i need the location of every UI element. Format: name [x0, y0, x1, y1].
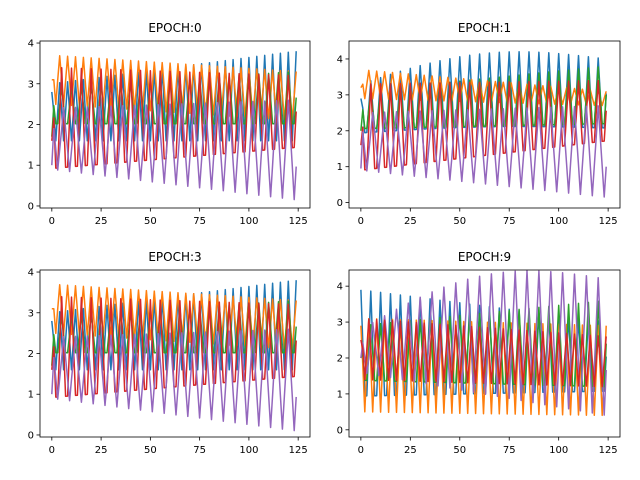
series-group — [51, 51, 297, 201]
x-tick-label: 25 — [404, 445, 417, 456]
series-line-1 — [51, 284, 297, 350]
x-tick-label: 25 — [95, 216, 108, 227]
series-group — [360, 51, 607, 198]
x-tick-label: 50 — [453, 216, 466, 227]
x-tick-label: 125 — [289, 445, 308, 456]
x-tick-label: 75 — [193, 216, 206, 227]
subplot-title: EPOCH:1 — [458, 21, 511, 35]
axes-frame — [348, 269, 621, 438]
series-line-4 — [51, 328, 297, 432]
x-tick-label: 100 — [239, 445, 258, 456]
y-tick-label: 2 — [337, 353, 343, 364]
series-line-4 — [51, 99, 297, 201]
x-tick-label: 75 — [193, 445, 206, 456]
x-tick-label: 125 — [599, 216, 618, 227]
y-tick-label: 3 — [28, 308, 34, 319]
series-line-3 — [360, 270, 607, 416]
y-tick-label: 3 — [337, 318, 343, 329]
x-tick-label: 100 — [549, 445, 568, 456]
x-tick-label: 25 — [404, 216, 417, 227]
x-tick-label: 0 — [358, 216, 364, 227]
y-tick-label: 1 — [337, 389, 343, 400]
subplot-epoch-0: EPOCH:0 0 25 50 75 100 125 0 1 2 3 4 — [28, 21, 311, 227]
series-line-4 — [360, 105, 607, 198]
series-group — [51, 280, 297, 432]
subplot-title: EPOCH:0 — [148, 21, 201, 35]
x-tick-label: 50 — [144, 216, 157, 227]
y-tick-label: 0 — [28, 430, 34, 441]
y-tick-label: 2 — [337, 126, 343, 137]
y-tick-label: 1 — [337, 162, 343, 173]
series-group — [360, 270, 607, 417]
subplot-epoch-1: EPOCH:1 0 25 50 75 100 125 0 1 2 3 4 — [337, 21, 621, 227]
y-tick-label: 1 — [28, 161, 34, 172]
x-tick-label: 50 — [453, 445, 466, 456]
x-tick-label: 100 — [549, 216, 568, 227]
subplot-title: EPOCH:9 — [458, 250, 511, 264]
y-tick-label: 2 — [28, 349, 34, 360]
series-line-1 — [51, 55, 297, 121]
subplot-epoch-9: EPOCH:9 0 25 50 75 100 125 0 1 2 3 4 — [337, 250, 621, 456]
y-tick-label: 2 — [28, 120, 34, 131]
series-line-4 — [360, 318, 607, 388]
y-tick-label: 4 — [28, 39, 34, 50]
x-tick-label: 125 — [289, 216, 308, 227]
x-tick-label: 50 — [144, 445, 157, 456]
x-tick-label: 25 — [95, 445, 108, 456]
x-tick-label: 0 — [49, 216, 55, 227]
x-tick-label: 75 — [503, 445, 516, 456]
y-tick-label: 4 — [28, 268, 34, 279]
x-tick-label: 0 — [49, 445, 55, 456]
x-tick-label: 125 — [599, 445, 618, 456]
x-tick-label: 100 — [239, 216, 258, 227]
y-tick-label: 3 — [28, 79, 34, 90]
y-tick-label: 3 — [337, 90, 343, 101]
subplot-title: EPOCH:3 — [148, 250, 201, 264]
y-tick-label: 4 — [337, 282, 343, 293]
y-tick-label: 0 — [337, 198, 343, 209]
y-tick-label: 1 — [28, 390, 34, 401]
x-tick-label: 75 — [503, 216, 516, 227]
series-line-1 — [360, 69, 607, 107]
y-tick-label: 0 — [28, 201, 34, 212]
axes-frame — [348, 40, 621, 209]
y-tick-label: 0 — [337, 425, 343, 436]
subplot-epoch-3: EPOCH:3 0 25 50 75 100 125 0 1 2 3 4 — [28, 250, 311, 456]
x-tick-label: 0 — [358, 445, 364, 456]
y-tick-label: 4 — [337, 54, 343, 65]
